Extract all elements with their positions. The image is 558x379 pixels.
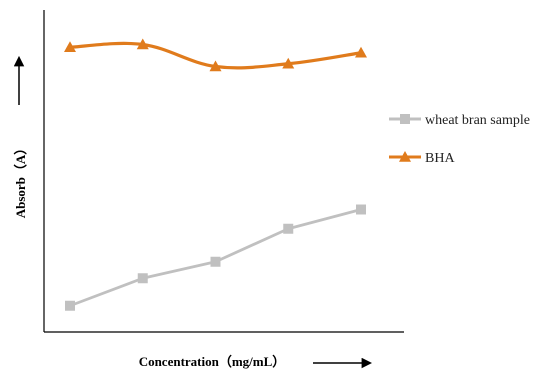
- series-bha: [64, 38, 367, 72]
- data-point-bha-3: [209, 60, 222, 72]
- legend-swatch-marker: [399, 151, 411, 162]
- data-point-bha-1: [64, 41, 76, 53]
- data-point-bha-2: [136, 38, 149, 50]
- legend-swatch-marker: [400, 114, 410, 124]
- data-point-bha-4: [282, 57, 295, 69]
- legend-item-bha: BHA: [389, 151, 455, 166]
- data-point-wheat-bran-sample-3: [210, 256, 221, 267]
- data-point-bha-5: [355, 46, 367, 58]
- x-axis-label: Concentration（mg/mL）: [139, 354, 286, 369]
- y-axis-label: Absorb（A）: [13, 142, 28, 219]
- data-point-wheat-bran-sample-1: [65, 300, 75, 311]
- series-wheat-bran-sample: [65, 204, 366, 311]
- data-point-wheat-bran-sample-5: [356, 204, 366, 215]
- legend-label: wheat bran sample: [425, 113, 530, 128]
- data-point-wheat-bran-sample-4: [283, 223, 294, 234]
- legend-item-wheat-bran-sample: wheat bran sample: [389, 113, 530, 128]
- data-point-wheat-bran-sample-2: [137, 273, 148, 284]
- legend-label: BHA: [425, 151, 455, 166]
